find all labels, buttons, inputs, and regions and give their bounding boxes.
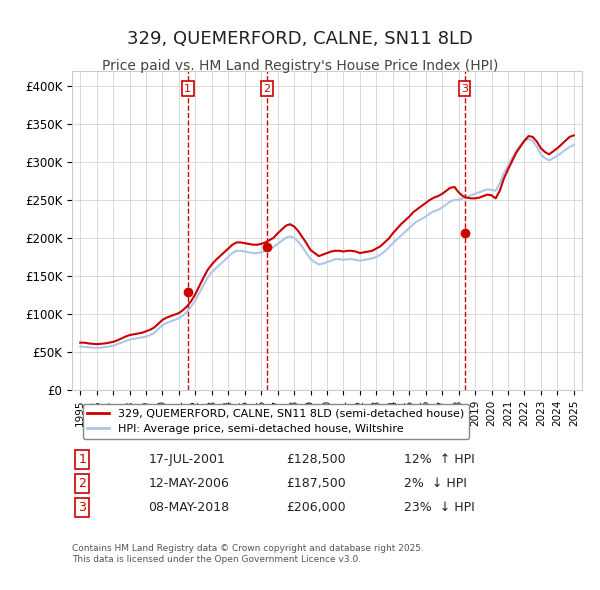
Text: 2%  ↓ HPI: 2% ↓ HPI — [404, 477, 466, 490]
Text: 3: 3 — [461, 84, 468, 94]
Text: 2: 2 — [263, 84, 271, 94]
Text: £206,000: £206,000 — [286, 501, 346, 514]
Text: 1: 1 — [78, 453, 86, 466]
Text: 08-MAY-2018: 08-MAY-2018 — [149, 501, 230, 514]
Text: £187,500: £187,500 — [286, 477, 346, 490]
Text: 23%  ↓ HPI: 23% ↓ HPI — [404, 501, 474, 514]
Text: 1: 1 — [184, 84, 191, 94]
Text: £128,500: £128,500 — [286, 453, 346, 466]
Text: 2: 2 — [78, 477, 86, 490]
Legend: 329, QUEMERFORD, CALNE, SN11 8LD (semi-detached house), HPI: Average price, semi: 329, QUEMERFORD, CALNE, SN11 8LD (semi-d… — [83, 404, 469, 438]
Text: Contains HM Land Registry data © Crown copyright and database right 2025.
This d: Contains HM Land Registry data © Crown c… — [72, 544, 424, 563]
Text: 12-MAY-2006: 12-MAY-2006 — [149, 477, 229, 490]
Text: Price paid vs. HM Land Registry's House Price Index (HPI): Price paid vs. HM Land Registry's House … — [102, 59, 498, 73]
Text: 17-JUL-2001: 17-JUL-2001 — [149, 453, 226, 466]
Text: 329, QUEMERFORD, CALNE, SN11 8LD: 329, QUEMERFORD, CALNE, SN11 8LD — [127, 30, 473, 48]
Text: 3: 3 — [78, 501, 86, 514]
Text: 12%  ↑ HPI: 12% ↑ HPI — [404, 453, 474, 466]
